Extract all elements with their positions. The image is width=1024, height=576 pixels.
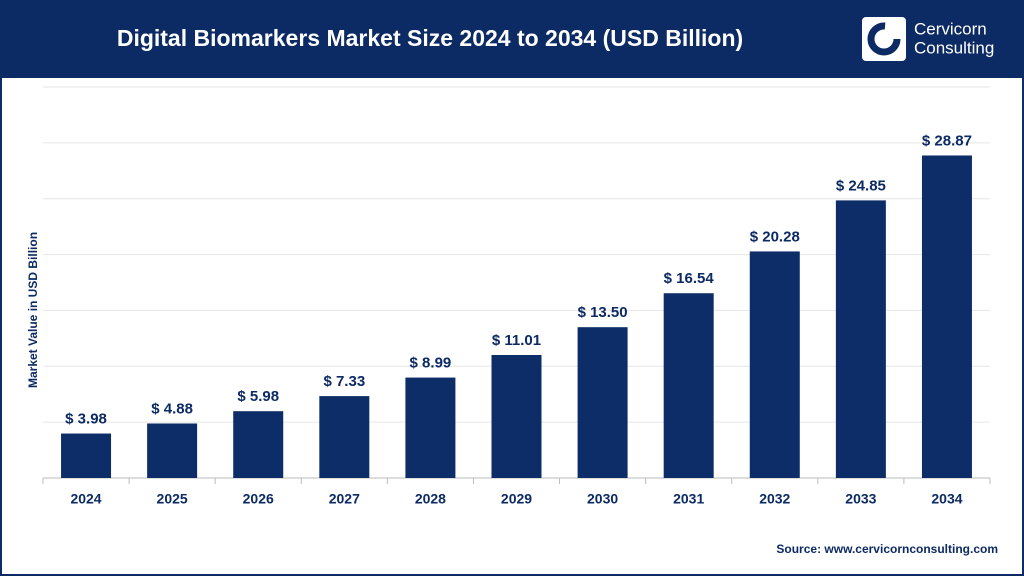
logo: Cervicorn Consulting [862, 17, 994, 61]
x-tick-label: 2030 [587, 491, 618, 507]
value-label: $ 20.28 [750, 228, 800, 245]
header [0, 0, 1024, 78]
value-label: $ 4.88 [151, 400, 193, 417]
bar [749, 251, 800, 478]
bar [835, 200, 886, 478]
x-tick-label: 2033 [845, 491, 876, 507]
x-tick-label: 2026 [243, 491, 274, 507]
logo-text: Cervicorn [914, 19, 987, 38]
chart-title: Digital Biomarkers Market Size 2024 to 2… [117, 25, 743, 51]
logo-text: Consulting [914, 38, 994, 57]
bar [405, 377, 456, 478]
value-label: $ 24.85 [836, 177, 886, 194]
source: Source: www.cervicornconsulting.com [776, 542, 998, 556]
x-tick-label: 2028 [415, 491, 446, 507]
value-label: $ 3.98 [65, 411, 107, 428]
value-label: $ 5.98 [237, 388, 279, 405]
bar [663, 293, 714, 478]
logo-mark [867, 22, 901, 56]
y-axis-label: Market Value in USD Billion [26, 232, 40, 388]
bar [233, 411, 284, 478]
value-label: $ 16.54 [664, 270, 715, 287]
value-label: $ 8.99 [410, 355, 452, 372]
bar [491, 355, 542, 478]
value-label: $ 13.50 [578, 304, 628, 321]
value-label: $ 11.01 [492, 332, 541, 349]
x-tick-label: 2024 [70, 491, 101, 507]
bar [319, 396, 370, 478]
value-label: $ 28.87 [922, 132, 972, 149]
bar [147, 423, 198, 478]
x-tick-label: 2027 [329, 491, 360, 507]
bar [61, 433, 112, 478]
x-tick-label: 2032 [759, 491, 790, 507]
x-tick-label: 2029 [501, 491, 532, 507]
bar [577, 327, 628, 478]
x-tick-label: 2031 [673, 491, 704, 507]
value-label: $ 7.33 [323, 373, 365, 390]
x-tick-label: 2025 [157, 491, 188, 507]
x-tick-label: 2034 [931, 491, 962, 507]
bar [921, 155, 972, 479]
